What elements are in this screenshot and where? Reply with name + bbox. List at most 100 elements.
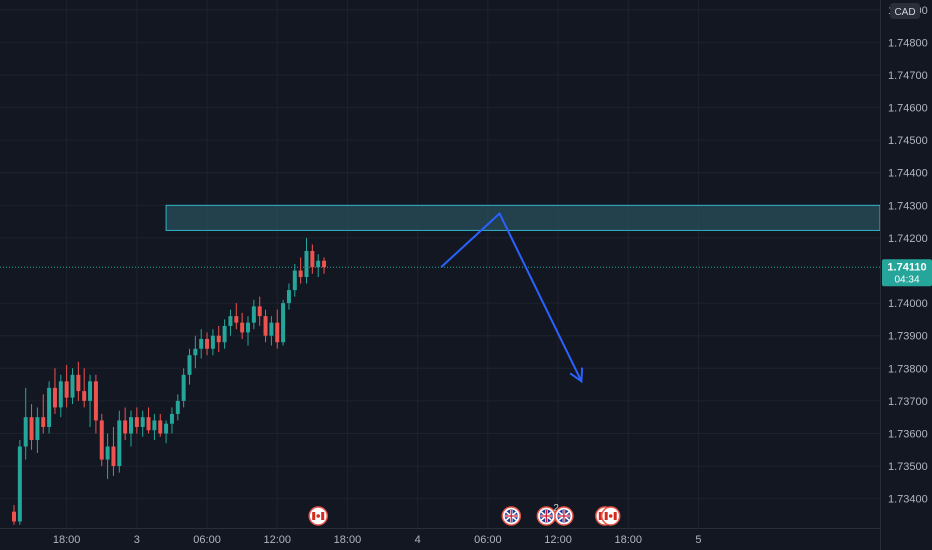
projection-arrow[interactable] <box>440 212 584 384</box>
candle <box>134 407 139 434</box>
candle-body <box>310 250 315 268</box>
flag-band <box>321 512 325 520</box>
price-tick-label: 1.74000 <box>888 298 928 310</box>
candle-body <box>234 316 239 323</box>
projection-path[interactable] <box>440 212 583 382</box>
candle-body <box>76 374 81 392</box>
currency-button-bg[interactable] <box>890 3 920 19</box>
candle <box>292 264 297 297</box>
candle-body <box>216 335 221 343</box>
time-tick-label: 3 <box>134 534 140 546</box>
candle <box>175 394 180 421</box>
arrow-head <box>569 367 584 384</box>
bar-countdown: 04:34 <box>894 274 919 285</box>
candle <box>228 309 233 336</box>
price-tick-label: 1.73700 <box>888 396 928 408</box>
candle-body <box>29 417 34 440</box>
candle <box>298 257 303 284</box>
candle-body <box>257 306 262 317</box>
time-axis[interactable] <box>0 528 880 550</box>
candle <box>263 309 268 343</box>
candle <box>140 410 145 437</box>
price-tick-label: 1.73400 <box>888 494 928 506</box>
candle <box>117 410 122 473</box>
candle-body <box>105 446 110 460</box>
time-tick-label: 18:00 <box>53 534 81 546</box>
current-price-tag-bg <box>882 259 932 287</box>
candle-body <box>47 387 52 427</box>
time-tick-label: 12:00 <box>263 534 291 546</box>
candle-body <box>316 260 321 268</box>
price-tick-label: 1.74800 <box>888 37 928 49</box>
resistance-zone-rect[interactable] <box>165 204 881 231</box>
candle-body <box>240 322 245 333</box>
uk-flag-icon[interactable] <box>554 506 574 526</box>
candle <box>23 387 28 460</box>
canada-flag-icon[interactable] <box>308 506 328 526</box>
economic-events[interactable]: 2 <box>308 503 621 526</box>
time-tick-label: 06:00 <box>193 534 221 546</box>
candle <box>210 329 215 356</box>
candle <box>152 413 157 440</box>
candle-body <box>93 381 98 421</box>
time-tick-label: 4 <box>415 534 421 546</box>
candle-body <box>281 303 286 343</box>
candle <box>234 303 239 330</box>
candle-body <box>23 417 28 447</box>
time-tick-label: 18:00 <box>614 534 642 546</box>
candle-body <box>129 417 133 434</box>
candle <box>222 319 227 349</box>
price-tick-label: 1.73500 <box>888 461 928 473</box>
candle <box>216 325 221 352</box>
candle <box>88 374 93 427</box>
maple-leaf <box>316 514 321 518</box>
price-tick-label: 1.74200 <box>888 233 928 245</box>
time-tick-label: 5 <box>695 534 701 546</box>
candle <box>240 312 245 339</box>
candle-body <box>164 423 169 434</box>
candle <box>99 413 104 467</box>
time-tick-label: 12:00 <box>544 534 572 546</box>
candle-body <box>99 420 104 460</box>
candle <box>286 283 291 310</box>
candle-body <box>228 316 233 326</box>
canada-flag-icon[interactable] <box>600 506 621 526</box>
uk-flag-icon[interactable]: 2 <box>536 503 559 526</box>
candle-body <box>187 355 192 375</box>
time-tick-label: 18:00 <box>334 534 362 546</box>
candle-body <box>263 316 268 336</box>
candle <box>52 368 57 414</box>
candle-body <box>275 322 280 343</box>
candle-body <box>292 270 297 291</box>
price-tick-label: 1.73900 <box>888 331 928 343</box>
candle-body <box>70 374 75 398</box>
candle <box>251 299 256 330</box>
candle <box>105 433 110 480</box>
candle <box>281 299 286 346</box>
candle-body <box>205 338 210 349</box>
flag-band <box>613 512 617 520</box>
candle-body <box>286 290 291 304</box>
candle-body <box>199 338 204 349</box>
price-tick-label: 1.73600 <box>888 428 928 440</box>
candle <box>205 332 210 356</box>
candle <box>158 413 163 437</box>
candle <box>76 361 81 401</box>
current-price-tag: 1.74110 04:34 <box>882 259 932 287</box>
candle-body <box>152 420 157 431</box>
flag-band <box>312 512 316 520</box>
time-tick-label: 06:00 <box>474 534 502 546</box>
resistance-zone[interactable] <box>165 204 881 231</box>
flag-band <box>598 512 602 520</box>
candle-body <box>111 446 116 467</box>
candle <box>193 335 198 369</box>
candle-body <box>123 420 128 434</box>
candle <box>29 404 34 450</box>
candle-body <box>146 417 151 431</box>
candle <box>129 410 133 447</box>
uk-flag-icon[interactable] <box>501 506 521 526</box>
currency-button[interactable]: CAD <box>894 7 915 18</box>
time-axis-labels: 18:00 3 06:00 12:00 18:00 4 06:00 12:00 18:00 5 <box>53 534 702 546</box>
